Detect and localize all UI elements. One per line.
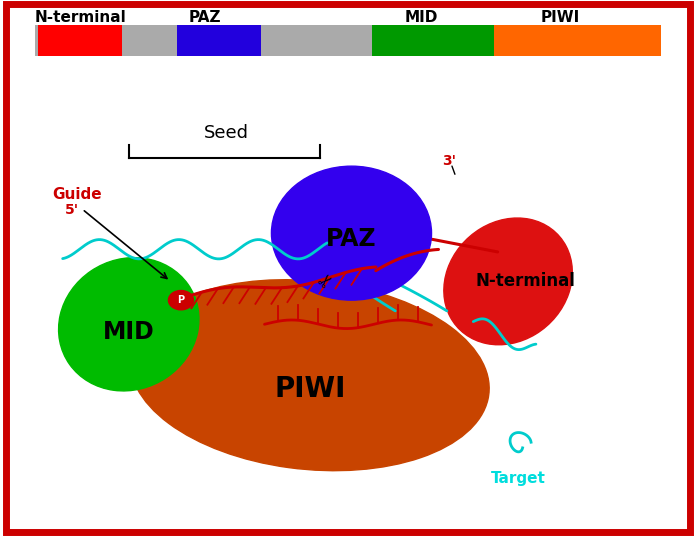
Text: 5': 5' xyxy=(65,203,79,217)
Text: P: P xyxy=(177,295,184,305)
Bar xyxy=(35,25,661,56)
Text: MID: MID xyxy=(103,321,155,344)
Text: PIWI: PIWI xyxy=(541,10,580,25)
Bar xyxy=(177,25,261,56)
Bar xyxy=(372,25,494,56)
Text: PAZ: PAZ xyxy=(189,10,221,25)
Bar xyxy=(38,25,122,56)
Text: Seed: Seed xyxy=(204,124,248,142)
Text: MID: MID xyxy=(404,10,438,25)
Ellipse shape xyxy=(58,258,199,391)
Circle shape xyxy=(168,291,193,310)
Text: N-terminal: N-terminal xyxy=(34,10,126,25)
Text: N-terminal: N-terminal xyxy=(475,272,576,291)
Text: ✂: ✂ xyxy=(315,270,339,293)
Text: 3': 3' xyxy=(442,154,456,168)
Text: Target: Target xyxy=(491,471,546,486)
Text: PAZ: PAZ xyxy=(326,227,377,250)
Text: PIWI: PIWI xyxy=(274,375,345,403)
Ellipse shape xyxy=(130,280,489,471)
Bar xyxy=(494,25,661,56)
Text: Guide: Guide xyxy=(52,187,102,202)
Ellipse shape xyxy=(444,218,572,345)
Ellipse shape xyxy=(271,166,432,300)
